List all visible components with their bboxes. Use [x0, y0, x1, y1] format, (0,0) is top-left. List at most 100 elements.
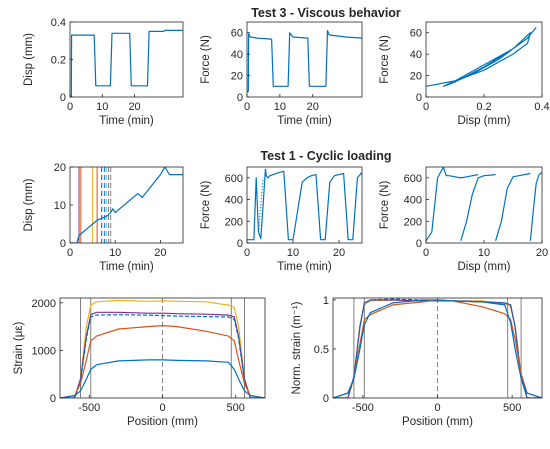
series-line-2 [495, 172, 531, 241]
panel-t3_force_time: 0 10 20 0 20 40 60 Time (min) Force (N) [200, 21, 363, 127]
series-line-0 [247, 168, 362, 241]
series-line-2 [60, 314, 265, 398]
x-tick-label: 10 [274, 101, 286, 113]
y-tick-label: 200 [404, 216, 422, 228]
plot-area [70, 167, 183, 243]
y-axis-label: Strain (με) [13, 322, 25, 375]
y-tick-label: 10 [54, 200, 66, 212]
panel-t3_force_disp: 0 0.2 0.4 0 20 40 60 Disp (mm) Force (N) [379, 21, 550, 127]
y-tick-label: 0.2 [51, 55, 66, 67]
x-tick-label: 500 [503, 402, 521, 414]
y-axis-label: Norm. strain (m⁻¹) [291, 301, 303, 394]
x-tick-label: 20 [128, 101, 140, 113]
series-line-3 [60, 325, 265, 398]
x-tick-label: -500 [352, 402, 374, 414]
x-tick-label: 0.4 [534, 101, 549, 113]
x-tick-label: 0.2 [476, 101, 491, 113]
y-axis-label: Force (N) [379, 35, 391, 84]
axes-box [246, 166, 363, 244]
y-tick-label: 200 [225, 216, 243, 228]
y-axis-label: Force (N) [379, 181, 391, 230]
plot-area [333, 298, 542, 398]
y-axis-label: Disp (mm) [23, 178, 35, 231]
y-tick-label: 0.4 [51, 17, 66, 29]
y-tick-label: 400 [404, 195, 422, 207]
plot-area [426, 167, 542, 242]
y-tick-label: 60 [231, 28, 243, 40]
y-tick-label: 0 [323, 393, 329, 405]
series-line-0 [70, 29, 183, 97]
y-axis-label: Force (N) [200, 35, 212, 84]
plot-area [247, 168, 362, 241]
panel-t3_disp_time: 0 10 20 0 0.2 0.4 Time (min) Disp (mm) [23, 17, 184, 127]
panel-strain_position: -500 0 500 0 1000 2000 Position (mm) Strain (με… [13, 297, 266, 428]
y-tick-label: 40 [231, 49, 243, 61]
axes-box [425, 166, 543, 244]
x-axis-label: Position (mm) [127, 416, 198, 428]
y-tick-label: 20 [410, 71, 422, 83]
x-tick-label: 10 [478, 247, 490, 259]
y-tick-label: 60 [410, 28, 422, 40]
x-axis-label: Time (min) [99, 261, 154, 273]
plot-area [426, 27, 537, 87]
y-tick-label: 0 [60, 92, 66, 104]
y-tick-label: 0 [416, 92, 422, 104]
y-tick-label: 1 [323, 295, 329, 307]
series-line-2 [333, 298, 542, 398]
x-axis-label: Disp (mm) [457, 115, 510, 127]
x-tick-label: 20 [307, 101, 319, 113]
x-tick-label: 0 [434, 402, 440, 414]
x-tick-label: 10 [287, 247, 299, 259]
plot-area [247, 30, 362, 93]
y-tick-label: 400 [225, 195, 243, 207]
y-tick-label: 0.5 [314, 344, 329, 356]
y-tick-label: 600 [225, 173, 243, 185]
x-tick-label: 0 [423, 247, 429, 259]
y-axis-label: Force (N) [200, 181, 212, 230]
x-axis-label: Time (min) [277, 261, 332, 273]
x-tick-label: 500 [227, 402, 245, 414]
y-tick-label: 0 [237, 238, 243, 250]
x-tick-label: -500 [78, 402, 100, 414]
y-tick-label: 600 [404, 173, 422, 185]
x-tick-label: 20 [154, 247, 166, 259]
y-tick-label: 20 [54, 162, 66, 174]
series-line-0 [70, 167, 183, 243]
y-tick-label: 0 [50, 393, 56, 405]
y-tick-label: 20 [231, 71, 243, 83]
x-axis-label: Time (min) [99, 115, 154, 127]
x-tick-label: 0 [244, 101, 250, 113]
plot-area [70, 29, 183, 97]
axes-box [246, 21, 363, 98]
series-line-4 [333, 299, 542, 398]
x-tick-label: 0 [159, 402, 165, 414]
x-axis-label: Position (mm) [402, 416, 473, 428]
x-tick-label: 10 [109, 247, 121, 259]
x-tick-label: 0 [67, 247, 73, 259]
x-tick-label: 0 [67, 101, 73, 113]
panel-norm_strain_position: -500 0 500 0 0.5 1 Position (mm) Norm. strain (… [291, 295, 543, 428]
axes-box [69, 166, 184, 244]
x-tick-label: 20 [536, 247, 548, 259]
series-line-0 [426, 27, 537, 87]
x-axis-label: Time (min) [277, 115, 332, 127]
series-line-0 [60, 299, 265, 398]
y-tick-label: 0 [60, 238, 66, 250]
x-tick-label: 0 [423, 101, 429, 113]
row-title-test3: Test 3 - Viscous behavior [251, 6, 401, 20]
y-tick-label: 1000 [32, 345, 56, 357]
plot-area [60, 298, 265, 398]
series-line-0 [247, 30, 362, 93]
x-tick-label: 0 [244, 247, 250, 259]
y-tick-label: 2000 [32, 298, 56, 310]
series-line-1 [460, 174, 496, 241]
row-title-test1: Test 1 - Cyclic loading [260, 149, 391, 163]
y-tick-label: 0 [416, 238, 422, 250]
x-axis-label: Disp (mm) [457, 261, 510, 273]
x-tick-label: 20 [333, 247, 345, 259]
x-tick-label: 10 [96, 101, 108, 113]
